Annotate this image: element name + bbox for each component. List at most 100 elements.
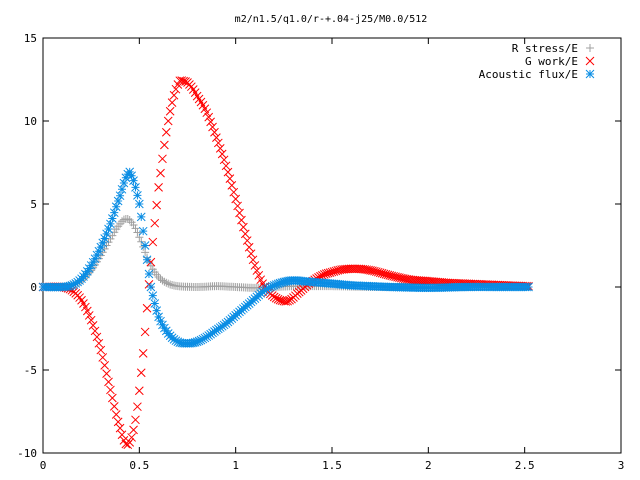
data-point (131, 224, 140, 233)
data-point (142, 303, 152, 313)
data-point (156, 316, 165, 326)
data-point (90, 326, 100, 336)
data-point (98, 353, 108, 362)
y-tick-label: -5 (24, 364, 37, 377)
data-point (171, 84, 181, 94)
data-point (192, 337, 202, 347)
data-point (160, 277, 169, 286)
data-point (240, 229, 250, 239)
data-point (267, 281, 277, 291)
data-point (152, 306, 162, 315)
data-point (213, 138, 223, 148)
data-point (117, 184, 127, 194)
data-point (96, 345, 106, 355)
data-point (154, 183, 163, 192)
legend-label: G work/E (525, 55, 578, 68)
data-point (227, 181, 237, 190)
data-point (136, 212, 146, 222)
data-point (169, 90, 179, 100)
data-point (129, 220, 138, 229)
data-point (88, 321, 98, 330)
data-point (237, 215, 246, 225)
data-point (100, 361, 110, 370)
data-point (98, 238, 108, 248)
data-point (109, 208, 119, 218)
data-point (229, 187, 239, 197)
data-point (194, 336, 204, 346)
data-point (150, 299, 160, 308)
data-point (141, 248, 150, 257)
data-point (208, 122, 217, 132)
data-point (94, 338, 104, 348)
series-3 (38, 167, 533, 348)
data-point (166, 280, 175, 289)
data-point (148, 237, 158, 247)
data-point (65, 281, 75, 291)
data-point (254, 270, 264, 280)
legend-marker (585, 69, 595, 79)
data-point (133, 191, 142, 200)
data-point (140, 241, 150, 250)
data-point (167, 98, 177, 108)
data-point (134, 199, 144, 209)
legend-marker (586, 44, 594, 52)
data-point (127, 433, 136, 442)
y-tick-label: 10 (24, 115, 37, 128)
data-point (242, 236, 252, 245)
data-point (125, 167, 135, 177)
data-point (123, 215, 132, 224)
data-point (158, 320, 167, 330)
data-point (165, 106, 175, 116)
data-point (235, 208, 244, 218)
data-point (111, 202, 121, 212)
data-point (111, 410, 121, 419)
data-point (160, 140, 169, 150)
data-point (233, 201, 242, 211)
data-point (138, 349, 148, 358)
data-point (271, 280, 281, 289)
data-point (269, 280, 279, 290)
y-tick-label: 0 (30, 281, 37, 294)
data-point (173, 337, 183, 347)
data-point (246, 249, 256, 259)
data-point (273, 279, 283, 289)
data-point (212, 133, 221, 142)
data-point (156, 168, 165, 178)
data-point (198, 334, 208, 344)
data-point (102, 369, 111, 378)
axis-ticks: 0 0.5 1 1.5 2 2.5 3 -10 -5 0 5 10 15 (17, 32, 624, 472)
data-point (196, 335, 206, 345)
data-point (148, 291, 158, 300)
data-point (100, 234, 110, 243)
data-point (162, 278, 171, 287)
data-point (86, 261, 96, 270)
data-point (206, 117, 215, 127)
data-point (88, 257, 98, 267)
data-point (138, 226, 148, 236)
legend-label: R stress/E (512, 42, 578, 55)
data-point (119, 178, 129, 188)
data-point (140, 327, 150, 337)
data-point (106, 385, 115, 395)
data-point (136, 368, 146, 378)
data-point (129, 176, 138, 186)
data-point (131, 415, 140, 425)
x-tick-label: 0.5 (129, 459, 149, 472)
data-point (134, 386, 144, 396)
data-point (113, 196, 123, 206)
data-point (154, 273, 163, 282)
data-point (200, 333, 210, 343)
x-tick-label: 3 (618, 459, 625, 472)
x-tick-label: 2.5 (515, 459, 535, 472)
data-point (160, 323, 169, 333)
data-point (90, 254, 100, 264)
data-point (127, 171, 136, 181)
data-point (190, 338, 200, 347)
data-point (131, 183, 140, 192)
data-point (108, 214, 117, 223)
data-point (146, 282, 156, 292)
data-point (129, 425, 138, 435)
data-point (92, 332, 102, 342)
